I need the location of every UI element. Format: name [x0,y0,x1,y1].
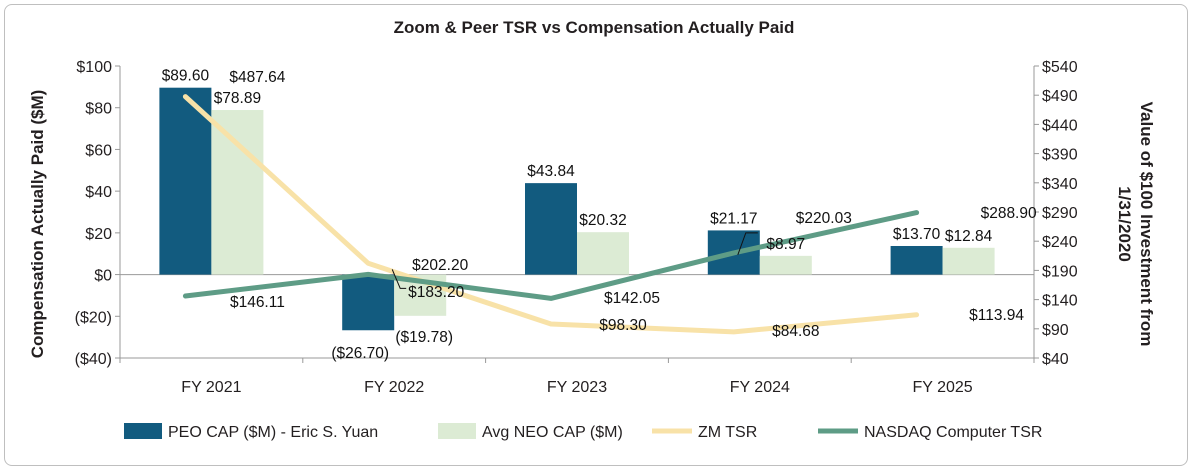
left-tick-label: ($20) [75,309,112,326]
legend-item-nasdaq-tsr: NASDAQ Computer TSR [818,424,1042,441]
lines [182,94,920,335]
x-tick-label: FY 2024 [730,379,790,396]
x-tick-label: FY 2023 [547,379,607,396]
left-tick-label: $100 [76,59,112,76]
y2-axis-title-line: Value of $100 Investment from [1137,102,1156,347]
legend-item-neo-cap: Avg NEO CAP ($M) [438,423,623,441]
peo-cap-bar [159,87,212,275]
nasdaq-tsr-line [182,210,920,301]
peo-cap-bar [342,274,395,331]
legend-label: NASDAQ Computer TSR [864,424,1042,441]
right-tick-label: $240 [1042,234,1078,251]
left-tick-label: $20 [85,226,112,243]
x-tick-label: FY 2021 [181,379,241,396]
neo-cap-label: $8.97 [766,236,805,253]
left-tick-label: $60 [85,142,112,159]
peo-cap-label: $21.17 [710,210,757,227]
legend-item-zm-tsr: ZM TSR [652,424,757,441]
zm-tsr-label: $98.30 [599,317,647,334]
legend-label: PEO CAP ($M) - Eric S. Yuan [168,424,378,441]
peo-cap-label: ($26.70) [331,345,389,362]
right-tick-label: $440 [1042,117,1078,134]
left-tick-label: $40 [85,184,112,201]
peo-cap-label: $43.84 [527,163,575,180]
chart-title: Zoom & Peer TSR vs Compensation Actually… [394,18,795,37]
zm-tsr-label: $84.68 [772,323,819,340]
right-tick-label: $490 [1042,88,1078,105]
peo-cap-bar [890,245,943,275]
data-labels: $89.60 ($26.70) $43.84 $21.17 $13.70 $78.89 ($… [162,68,1037,362]
right-tick-label: $290 [1042,205,1078,222]
peo-cap-bar [525,183,577,275]
right-tick-label: $540 [1042,59,1078,76]
nasdaq-tsr-label: $220.03 [796,210,852,227]
leader-line [391,269,407,289]
leader-line [737,232,758,256]
right-tick-label: $90 [1042,322,1069,339]
right-tick-label: $340 [1042,176,1078,193]
neo-cap-bar [942,247,995,275]
zm-tsr-label: $202.20 [412,257,468,274]
legend: PEO CAP ($M) - Eric S. Yuan Avg NEO CAP (… [124,423,1042,441]
legend-swatch [438,423,476,439]
right-tick-label: $140 [1042,293,1078,310]
x-tick-label: FY 2022 [364,379,424,396]
neo-cap-bar [211,110,264,275]
y-axis-title: Compensation Actually Paid ($M) [28,90,47,359]
legend-label: Avg NEO CAP ($M) [482,424,623,441]
nasdaq-tsr-label: $183.20 [408,284,464,301]
neo-cap-label: $78.89 [214,90,261,107]
legend-item-peo-cap: PEO CAP ($M) - Eric S. Yuan [124,423,378,441]
peo-cap-label: $89.60 [162,68,210,85]
neo-cap-label: ($19.78) [395,329,453,346]
y2-axis-title-line: 1/31/2020 [1115,186,1134,262]
neo-cap-bar [577,232,629,275]
legend-label: ZM TSR [698,424,757,441]
left-tick-label: $80 [85,101,112,118]
bars [159,87,995,331]
nasdaq-tsr-label: $142.05 [604,290,660,307]
x-tick-label: FY 2025 [912,379,972,396]
neo-cap-label: $20.32 [579,212,626,229]
left-tick-label: $0 [94,268,112,285]
nasdaq-tsr-label: $288.90 [981,205,1037,222]
zm-tsr-label: $113.94 [969,307,1024,324]
legend-swatch [124,423,162,439]
zm-tsr-label: $487.64 [229,69,285,86]
neo-cap-bar [759,255,812,275]
peo-cap-label: $13.70 [893,226,941,243]
zm-tsr-line [182,94,920,335]
left-tick-label: ($40) [75,351,112,368]
right-tick-label: $190 [1042,263,1078,280]
right-tick-label: $390 [1042,147,1078,164]
nasdaq-tsr-label: $146.11 [230,294,285,311]
axes: $100 $80 $60 $40 $20 $0 ($20) ($40) $540 $490 $440… [28,59,1156,396]
neo-cap-label: $12.84 [945,228,993,245]
y2-axis-title: Value of $100 Investment from1/31/2020 [1115,102,1156,347]
right-tick-label: $40 [1042,351,1069,368]
